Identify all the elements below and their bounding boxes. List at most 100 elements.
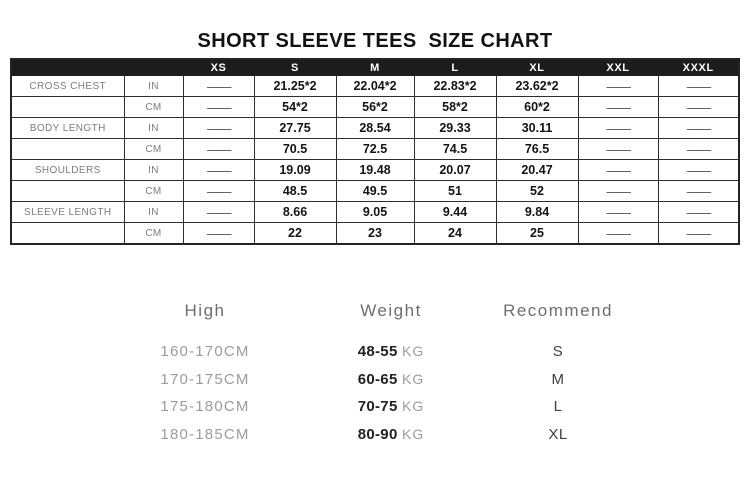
header-size-l: L <box>413 58 497 76</box>
unit-label: CM <box>123 138 184 160</box>
unit-label: CM <box>123 96 184 118</box>
size-chart-row: CROSS CHEST IN —— 21.25*2 22.04*2 22.83*2 23.6… <box>10 75 740 97</box>
size-value: 9.44 <box>413 201 497 223</box>
size-chart-row: CM —— 70.5 72.5 74.5 76.5 —— —— <box>10 138 740 160</box>
size-value: 9.05 <box>335 201 415 223</box>
empty-dash: —— <box>657 201 740 223</box>
size-value: 56*2 <box>335 96 415 118</box>
empty-dash: —— <box>657 180 740 202</box>
size-value: 23 <box>335 222 415 245</box>
empty-dash: —— <box>577 117 659 139</box>
size-value: 28.54 <box>335 117 415 139</box>
fit-weight-range: 60-65 KG <box>280 366 502 394</box>
empty-dash: —— <box>657 159 740 181</box>
header-size-xs: XS <box>182 58 255 76</box>
size-value: 52 <box>495 180 579 202</box>
size-value: 48.5 <box>253 180 337 202</box>
page-title: SHORT SLEEVE TEES SIZE CHART <box>197 30 553 52</box>
empty-dash: —— <box>577 138 659 160</box>
measurement-label <box>10 222 125 245</box>
empty-dash: —— <box>182 180 255 202</box>
fit-weight-unit: KG <box>402 343 425 359</box>
measurement-label: BODY LENGTH <box>10 117 125 139</box>
measurement-label <box>10 138 125 160</box>
fit-guide-header-recommend: Recommend <box>503 301 613 320</box>
size-value: 72.5 <box>335 138 415 160</box>
fit-recommend-size: S <box>552 343 564 360</box>
fit-guide-table: High Weight Recommend 160-170CM 48-55 KG S… <box>130 300 614 448</box>
fit-guide-header-weight: Weight <box>360 301 422 320</box>
empty-dash: —— <box>182 138 255 160</box>
fit-weight-unit: KG <box>402 425 425 442</box>
size-value: 51 <box>413 180 497 202</box>
measurement-label: CROSS CHEST <box>10 75 125 97</box>
size-chart-row: BODY LENGTH IN —— 27.75 28.54 29.33 30.11 —— —— <box>10 117 740 139</box>
fit-weight-value: 70-75 <box>357 398 398 415</box>
fit-height-range: 175-180CM <box>160 398 250 415</box>
unit-label: CM <box>123 180 184 202</box>
fit-height-range: 160-170CM <box>160 343 250 360</box>
size-chart-row: CM —— 22 23 24 25 —— —— <box>10 222 740 245</box>
empty-dash: —— <box>182 75 255 97</box>
fit-recommend-size: M <box>551 370 565 388</box>
size-value: 24 <box>413 222 497 245</box>
unit-label: IN <box>123 117 184 139</box>
size-chart-header-row: XS S M L XL XXL XXXL <box>10 58 740 76</box>
header-blank-label <box>10 58 125 76</box>
size-value: 60*2 <box>495 96 579 118</box>
size-value: 74.5 <box>413 138 497 160</box>
fit-weight-unit: KG <box>402 370 425 387</box>
size-value: 21.25*2 <box>253 75 337 97</box>
header-blank-unit <box>123 58 184 76</box>
empty-dash: —— <box>577 96 659 118</box>
fit-weight-range: 70-75 KG <box>280 393 502 421</box>
measurement-label: SLEEVE LENGTH <box>10 201 125 223</box>
size-chart-row: CM —— 54*2 56*2 58*2 60*2 —— —— <box>10 96 740 118</box>
fit-weight-value: 60-65 <box>357 370 398 388</box>
unit-label: IN <box>123 75 184 97</box>
fit-weight-unit: KG <box>402 398 425 414</box>
fit-weight-value: 80-90 <box>357 425 398 443</box>
measurement-label <box>10 96 125 118</box>
empty-dash: —— <box>657 222 740 245</box>
header-size-m: M <box>335 58 415 76</box>
empty-dash: —— <box>657 138 740 160</box>
size-value: 20.07 <box>413 159 497 181</box>
unit-label: IN <box>123 201 184 223</box>
empty-dash: —— <box>182 222 255 245</box>
header-size-xxxl: XXXL <box>657 58 740 76</box>
empty-dash: —— <box>657 117 740 139</box>
size-chart-row: SLEEVE LENGTH IN —— 8.66 9.05 9.44 9.84 —— —— <box>10 201 740 223</box>
empty-dash: —— <box>182 159 255 181</box>
size-value: 54*2 <box>253 96 337 118</box>
size-value: 22 <box>253 222 337 245</box>
size-value: 27.75 <box>253 117 337 139</box>
size-chart-row: CM —— 48.5 49.5 51 52 —— —— <box>10 180 740 202</box>
header-size-xl: XL <box>495 58 579 76</box>
fit-height-range: 170-175CM <box>160 370 250 388</box>
size-chart-row: SHOULDERS IN —— 19.09 19.48 20.07 20.47 —— —— <box>10 159 740 181</box>
fit-weight-range: 80-90 KG <box>280 421 502 449</box>
unit-label: IN <box>123 159 184 181</box>
size-value: 76.5 <box>495 138 579 160</box>
size-value: 19.48 <box>335 159 415 181</box>
measurement-label: SHOULDERS <box>10 159 125 181</box>
size-value: 58*2 <box>413 96 497 118</box>
size-value: 30.11 <box>495 117 579 139</box>
fit-guide-header-high: High <box>184 301 226 320</box>
empty-dash: —— <box>182 117 255 139</box>
fit-weight-value: 48-55 <box>357 343 398 360</box>
size-value: 70.5 <box>253 138 337 160</box>
size-value: 29.33 <box>413 117 497 139</box>
fit-weight-range: 48-55 KG <box>280 338 502 366</box>
size-chart-body: CROSS CHEST IN —— 21.25*2 22.04*2 22.83*2 23.6… <box>10 75 740 245</box>
fit-height-range: 180-185CM <box>160 425 250 443</box>
header-size-s: S <box>253 58 337 76</box>
fit-recommend-size: L <box>553 398 563 415</box>
header-size-xxl: XXL <box>577 58 659 76</box>
size-chart-table: XS S M L XL XXL XXXL CROSS CHEST IN —— 21.2… <box>10 58 740 245</box>
empty-dash: —— <box>577 201 659 223</box>
empty-dash: —— <box>657 96 740 118</box>
size-value: 19.09 <box>253 159 337 181</box>
